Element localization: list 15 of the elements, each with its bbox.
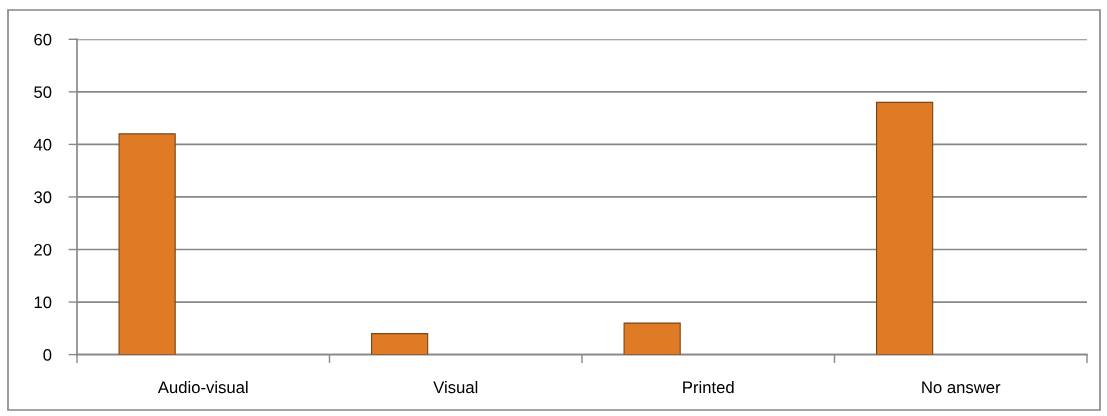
y-tick-label: 40 xyxy=(33,138,52,151)
x-tick-label: Visual xyxy=(433,380,478,394)
y-tick-label: 30 xyxy=(34,191,52,204)
x-tick-label: No answer xyxy=(922,381,1001,394)
y-tick-label: 50 xyxy=(34,86,52,99)
bar xyxy=(623,322,681,355)
bar xyxy=(876,101,934,355)
x-tick-label: Printed xyxy=(683,380,734,394)
bar xyxy=(371,333,429,355)
y-tick-label: 20 xyxy=(34,243,52,256)
y-tick-label: 0 xyxy=(43,349,52,361)
bar xyxy=(118,133,176,355)
y-tick-label: 10 xyxy=(34,296,52,309)
x-tick-label: Audio-visual xyxy=(157,380,248,394)
y-tick-label: 60 xyxy=(34,33,52,46)
